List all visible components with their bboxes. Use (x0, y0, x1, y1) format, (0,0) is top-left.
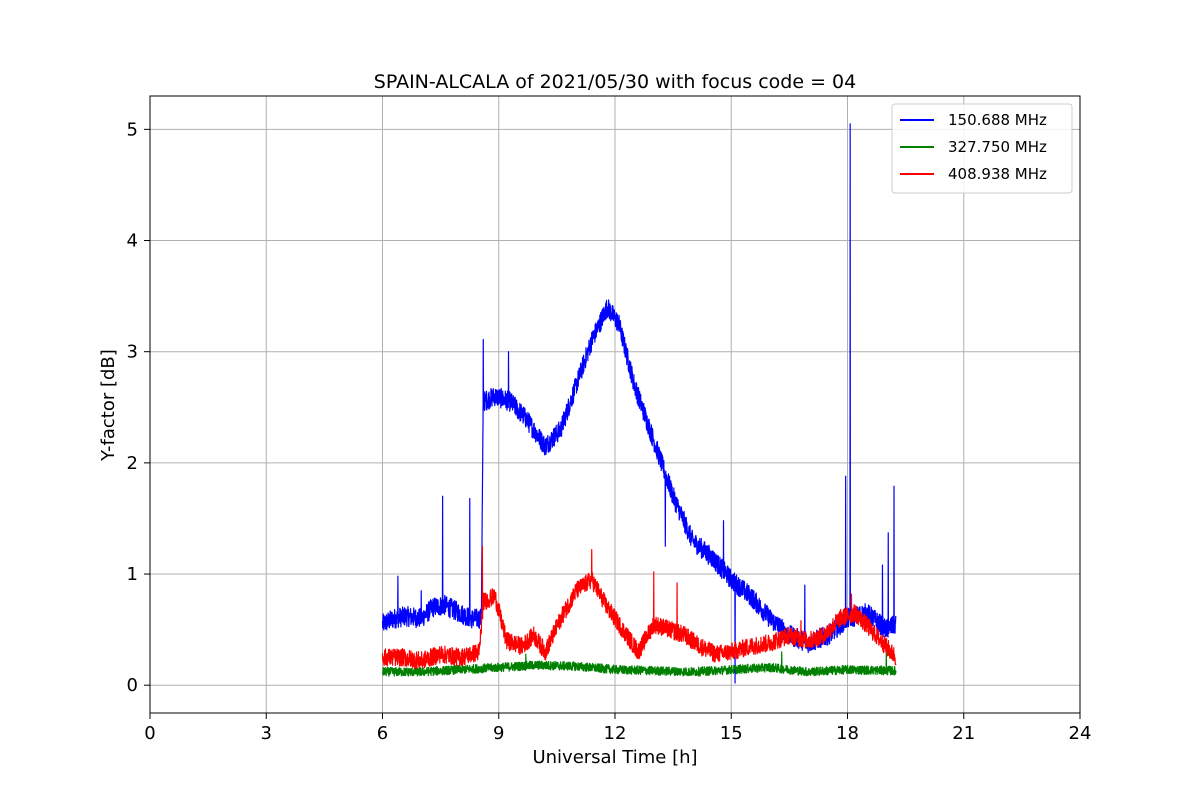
legend-label: 327.750 MHz (948, 138, 1047, 156)
y-tick-label: 2 (127, 453, 138, 474)
x-tick-label: 9 (493, 723, 504, 744)
y-axis-label: Y-factor [dB] (98, 349, 119, 462)
legend-label: 408.938 MHz (948, 165, 1047, 183)
series-line-3 (381, 545, 897, 670)
legend-label: 150.688 MHz (948, 111, 1047, 129)
x-tick-label: 15 (720, 723, 743, 744)
y-tick-label: 0 (127, 675, 138, 696)
x-tick-label: 6 (377, 723, 388, 744)
series-line-2 (381, 650, 897, 677)
chart-title: SPAIN-ALCALA of 2021/05/30 with focus co… (374, 71, 856, 93)
x-tick-label: 18 (836, 723, 859, 744)
x-axis-label: Universal Time [h] (532, 747, 697, 768)
x-tick-label: 3 (261, 723, 272, 744)
y-tick-label: 3 (127, 342, 138, 363)
legend: 150.688 MHz 327.750 MHz 408.938 MHz (891, 103, 1073, 194)
y-tick-label: 4 (127, 231, 138, 252)
y-tick-label: 1 (127, 564, 138, 585)
series-layer (381, 123, 897, 684)
x-tick-label: 0 (144, 723, 155, 744)
legend-box (891, 103, 1073, 194)
y-tick-label: 5 (127, 119, 138, 140)
x-tick-label: 24 (1069, 723, 1092, 744)
x-tick-label: 12 (604, 723, 627, 744)
x-tick-label: 21 (952, 723, 975, 744)
